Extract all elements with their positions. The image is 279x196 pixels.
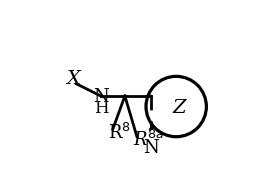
Text: X: X [67, 70, 81, 88]
Text: R$^{8}$: R$^{8}$ [108, 123, 131, 143]
Text: Z: Z [172, 99, 186, 117]
Text: N: N [143, 139, 158, 157]
Text: R$^{8a}$: R$^{8a}$ [133, 129, 164, 150]
Text: H: H [94, 100, 109, 117]
Text: N: N [94, 88, 109, 106]
